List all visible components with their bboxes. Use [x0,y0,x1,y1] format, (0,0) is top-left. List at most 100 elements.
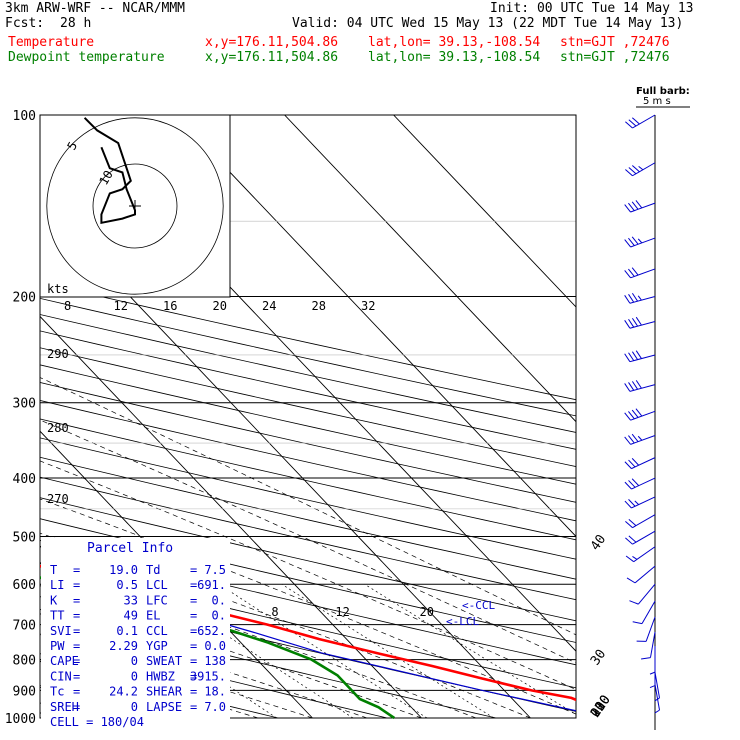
wind-barb-flag [624,412,631,421]
temperature-latlon: lat,lon= 39.13,-108.54 [368,35,541,50]
wind-barb [649,646,656,675]
wind-barb-flag [624,481,632,490]
wind-barb-flag [625,520,633,529]
wind-barb-flag [631,165,640,173]
wind-barb-flag [628,435,635,444]
hodograph-speed-label: 16 [163,299,177,313]
parcel-info-value: 652. [197,624,226,638]
wind-barb [625,514,656,529]
parcel-info-value: 0.0 [204,639,226,653]
wind-barb [625,114,656,129]
parcel-info-value: 691. [197,578,226,592]
hodograph-speed-label: 28 [312,299,326,313]
wind-barb-flag [624,320,631,329]
wind-barb [625,546,656,563]
wind-barb [641,631,656,660]
wind-barb [624,380,656,392]
wind-barb-staff [645,616,656,642]
valid-time: Valid: 04 UTC Wed 15 May 13 (22 MDT Tue … [292,16,684,31]
moist-adiabat-line [40,613,368,719]
dry-adiabat-labels: 290 280 270 [47,347,69,506]
moist-adiabat-line [40,589,422,719]
parcel-info-label: SVI [50,624,72,638]
wind-barb-flag [628,268,635,277]
wind-barb-half [637,238,643,244]
wind-barb-staff [630,435,656,445]
parcel-info-equals: = [190,578,197,592]
parcel-info-equals: = [73,593,80,607]
wind-barb-flag [625,555,634,563]
parcel-info-value: 0.5 [116,578,138,592]
mixing-ratio-label: 12 [335,605,349,619]
wind-barb-staff [631,477,656,490]
isotherm-line [284,115,576,423]
parcel-info-title: Parcel Info [87,541,173,556]
parcel-info-value: 19.0 [109,563,138,577]
parcel-info-equals: = [73,624,80,638]
parcel-info-value: 49 [124,609,138,623]
level-markers: <-CCL <-LCL [446,599,495,628]
parcel-info-value: 0 [131,669,138,683]
wind-barb-half [634,500,640,505]
wind-barb-flag [629,600,639,605]
dry-adiabat-label: 280 [47,421,69,435]
parcel-info-equals: = [190,654,197,668]
wind-barb [626,565,656,584]
parcel-info-label: T [50,563,57,577]
parcel-info-label: K [50,593,58,607]
wind-barb-flag [631,478,640,486]
wind-barb [632,600,656,625]
wind-barb-flag [635,380,642,389]
wind-barb-half [632,556,638,560]
wind-barb-staff [630,410,656,421]
parcel-info-label: LCL [146,578,168,592]
temperature-station: stn=GJT ,72476 [560,35,670,50]
wind-barb [624,433,656,445]
wind-barb [624,236,656,248]
parcel-info-equals: = [190,639,197,653]
pressure-label: 300 [13,397,36,412]
wind-barb [624,316,656,329]
wind-barb-flag [624,295,631,304]
wind-barb-staff [631,496,656,509]
parcel-info-background [41,538,230,726]
parcel-info-label: TT [50,609,64,623]
wind-barb-flag [624,353,631,362]
wind-barb-flag [626,577,636,584]
wind-barb-staff [632,114,656,129]
wind-barb-flag [625,121,633,129]
wind-barb-flag [624,204,631,213]
hodograph-speed-label: 8 [64,299,71,313]
dry-adiabat-line [40,456,576,580]
parcel-info-equals: = [190,669,197,683]
wind-barb-flag [631,381,639,390]
wind-barb-flag [631,117,640,125]
wind-barb-staff [629,384,656,392]
wind-barb-staff [630,268,656,279]
dry-adiabat-line [40,497,576,622]
dry-adiabat-label: 270 [47,492,69,506]
wind-barb-staff [649,631,656,658]
dewpoint-station: stn=GJT ,72476 [560,50,670,65]
isotherm-label: 10 [588,699,609,720]
wind-barb-flag [631,292,639,302]
parcel-info-equals: = [190,563,197,577]
wind-barb-flag [624,500,632,509]
wind-barb-flag [631,236,639,245]
parcel-info-label: EL [146,609,160,623]
pressure-label: 500 [13,530,36,545]
wind-barb-column [624,114,661,714]
wind-barb-half [637,435,643,441]
parcel-info-value: 0. [212,593,226,607]
pressure-label: 200 [13,291,36,306]
parcel-info-equals: = [190,609,197,623]
wind-barb [624,457,656,470]
barb-legend: Full barb: 5 m s [636,86,690,108]
pressure-label: 100 [13,109,36,124]
wind-barb-flag [631,458,640,466]
model-title: 3km ARW-WRF -- NCAR/MMM [5,1,186,16]
pressure-label: 700 [13,619,36,634]
parcel-info-label: SREH [50,700,79,714]
parcel-info-equals: = [190,593,197,607]
